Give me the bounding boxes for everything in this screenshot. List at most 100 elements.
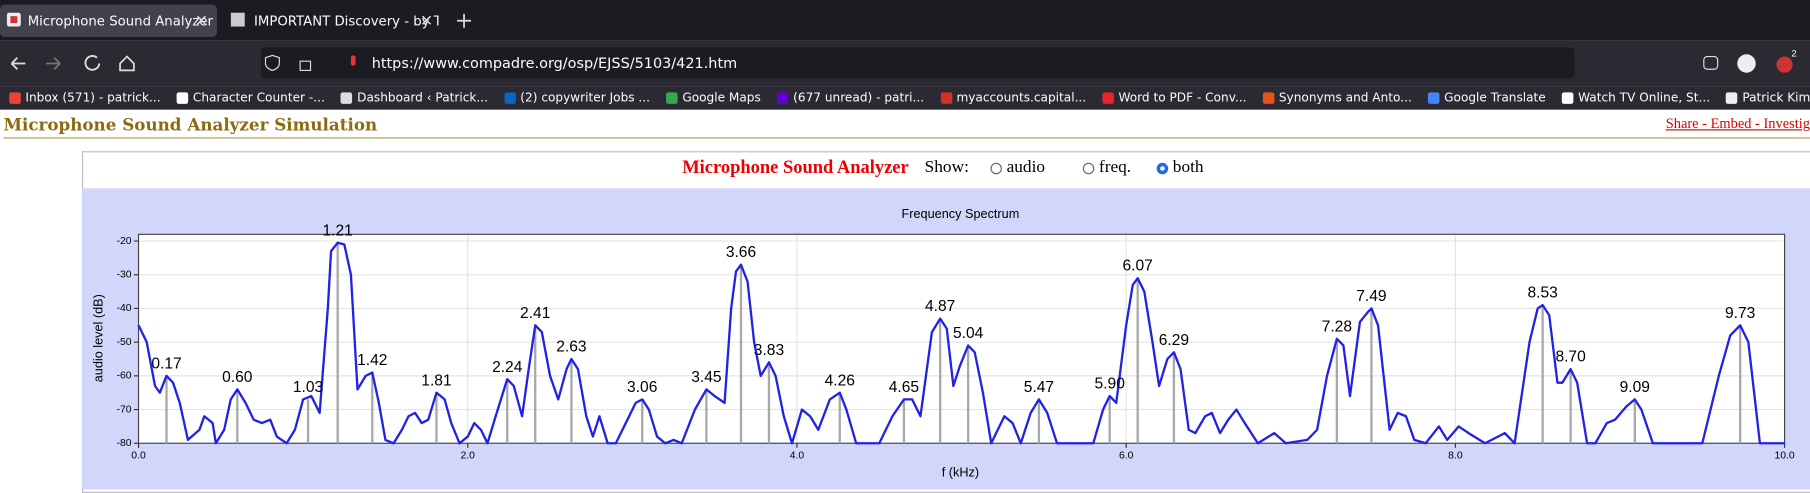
toolbar-icons: 2 — [1703, 49, 1797, 73]
peak-label: 9.09 — [1620, 379, 1650, 396]
bookmark-label: Dashboard ‹ Patrick... — [357, 91, 488, 106]
peak-label: 3.06 — [627, 379, 657, 396]
bookmark[interactable]: Word to PDF - Conv... — [1102, 87, 1247, 110]
bookmark-label: Watch TV Online, St... — [1578, 91, 1711, 106]
peak-label: 2.41 — [520, 305, 550, 322]
bookmark-icon — [1726, 92, 1738, 104]
bookmark-label: Synonyms and Anto... — [1278, 91, 1412, 106]
radio-label: freq. — [1098, 158, 1132, 177]
bookmark[interactable]: (677 unread) - patri... — [776, 87, 925, 110]
share-link[interactable]: Share - Embed - Investiga — [1665, 115, 1810, 132]
peak-label: 8.53 — [1527, 285, 1557, 302]
bookmark[interactable]: Inbox (571) - patrick... — [9, 87, 161, 110]
bookmark-icon — [340, 92, 353, 104]
peak-label: 2.63 — [556, 339, 586, 356]
url-icons — [264, 54, 356, 72]
tab-bar: Microphone Sound Analyzer IMPORTANT Disc… — [0, 0, 1810, 41]
nav-icons — [10, 55, 135, 72]
radio-option[interactable]: audio — [990, 158, 1045, 178]
nav-bar: https://www.compadre.org/osp/EJSS/5103/4… — [0, 40, 1810, 87]
x-tick-label: 6.0 — [1119, 451, 1134, 462]
bookmark-icon — [1262, 92, 1275, 104]
peak-label: 2.24 — [492, 359, 523, 376]
tab[interactable]: IMPORTANT Discovery - by Targ — [253, 12, 439, 29]
peak-label: 6.29 — [1159, 332, 1189, 349]
peak-label: 4.87 — [925, 298, 955, 315]
y-axis-label: audio level (dB) — [92, 294, 106, 382]
heading-rule — [3, 137, 1810, 139]
radio-option[interactable]: both — [1156, 158, 1204, 178]
peak-label: 3.66 — [726, 244, 756, 261]
radio-label: both — [1172, 158, 1204, 177]
chart-title: Frequency Spectrum — [902, 207, 1020, 221]
peak-label: 1.81 — [421, 372, 451, 389]
bookmark[interactable]: Character Counter -... — [176, 87, 325, 110]
peak-label: 5.47 — [1024, 379, 1054, 396]
simulation-panel: Microphone Sound Analyzer Show: audio fre… — [81, 151, 1810, 493]
y-tick-label: -60 — [117, 371, 132, 382]
bookmark-icon — [9, 92, 21, 104]
tab-icons — [6, 12, 471, 28]
x-tick-label: 10.0 — [1775, 451, 1795, 462]
peak-label: 3.83 — [754, 342, 784, 359]
x-axis-label: f (kHz) — [942, 466, 979, 480]
bookmark[interactable]: Dashboard ‹ Patrick... — [340, 87, 488, 110]
bookmark-icon — [666, 92, 678, 104]
y-tick-label: -70 — [117, 404, 132, 415]
url-bar[interactable]: https://www.compadre.org/osp/EJSS/5103/4… — [260, 47, 1575, 79]
bookmark[interactable]: Google Translate — [1427, 87, 1546, 110]
url-text: https://www.compadre.org/osp/EJSS/5103/4… — [371, 54, 738, 72]
peak-label: 1.21 — [323, 222, 353, 239]
plot-frame — [137, 233, 1786, 444]
bookmark-label: Character Counter -... — [192, 91, 325, 106]
radio-button[interactable] — [990, 162, 1002, 174]
bookmark[interactable]: Patrick Kim (@patri... — [1726, 87, 1810, 110]
bookmark-icon — [776, 92, 789, 104]
x-tick-label: 8.0 — [1448, 451, 1463, 462]
x-tick-label: 2.0 — [461, 451, 476, 462]
peak-label: 7.49 — [1356, 288, 1386, 305]
bookmark[interactable]: Synonyms and Anto... — [1262, 87, 1412, 110]
panel-title: Microphone Sound Analyzer — [682, 158, 909, 178]
bookmark-label: Google Maps — [682, 91, 761, 106]
bookmarks-bar: Inbox (571) - patrick... Character Counte… — [0, 86, 1810, 110]
show-label: Show: — [924, 158, 969, 177]
peak-label: 6.07 — [1123, 258, 1153, 275]
bookmark[interactable]: (2) copywriter Jobs ... — [504, 87, 650, 110]
bookmark-icon — [940, 92, 952, 104]
bookmark-icon — [176, 92, 189, 104]
peak-label: 4.26 — [825, 372, 855, 389]
radio-option[interactable]: freq. — [1082, 158, 1132, 178]
plot-area — [138, 234, 1785, 444]
bookmark[interactable]: Google Maps — [666, 87, 761, 110]
chart: Frequency Spectrum f (kHz) audio level (… — [81, 188, 1810, 490]
x-tick-label: 0.0 — [131, 451, 146, 462]
peak-label: 0.60 — [222, 369, 253, 386]
radio-button[interactable] — [1156, 162, 1169, 174]
radio-button[interactable] — [1082, 162, 1095, 174]
bookmark-label: Patrick Kim (@patri... — [1742, 91, 1810, 106]
bookmark[interactable]: Watch TV Online, St... — [1561, 87, 1711, 110]
bookmark-icon — [504, 92, 516, 104]
bookmark-icon — [1427, 92, 1440, 104]
y-tick-label: -50 — [117, 337, 132, 348]
y-tick-label: -30 — [117, 270, 132, 281]
bookmark-label: Google Translate — [1444, 91, 1546, 106]
bookmark-icon — [1102, 92, 1114, 104]
bookmark-label: (677 unread) - patri... — [793, 91, 925, 106]
peak-label: 8.70 — [1555, 349, 1586, 366]
bookmark-label: Word to PDF - Conv... — [1118, 91, 1247, 106]
x-tick-label: 4.0 — [790, 451, 805, 462]
tab[interactable]: Microphone Sound Analyzer — [0, 4, 218, 37]
spectrum-line — [137, 241, 1785, 445]
peak-label: 3.45 — [691, 369, 722, 386]
bookmark-label: (2) copywriter Jobs ... — [520, 91, 650, 106]
radio-label: audio — [1006, 158, 1046, 177]
peak-label: 4.65 — [889, 379, 920, 396]
bookmark-label: Inbox (571) - patrick... — [25, 91, 161, 106]
bookmark-label: myaccounts.capital... — [956, 91, 1087, 106]
bookmark-icon — [1561, 92, 1574, 104]
bookmark[interactable]: myaccounts.capital... — [940, 87, 1086, 110]
peak-label: 5.04 — [953, 325, 984, 342]
